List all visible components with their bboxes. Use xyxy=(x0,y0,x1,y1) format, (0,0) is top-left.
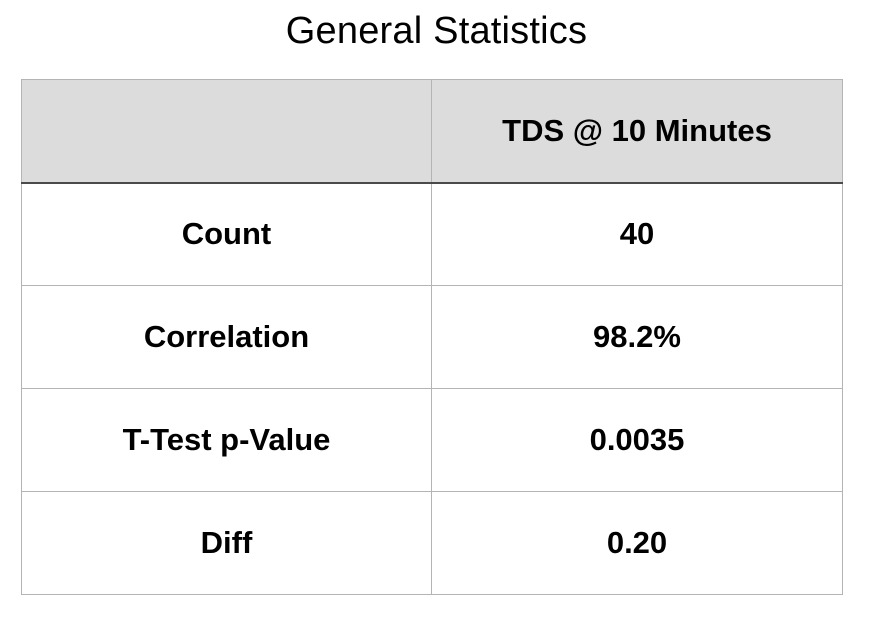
statistics-table: TDS @ 10 Minutes Count 40 Correlation 98… xyxy=(21,79,843,595)
table-row: Correlation 98.2% xyxy=(21,285,843,389)
table-row: Diff 0.20 xyxy=(21,491,843,595)
table-title: General Statistics xyxy=(285,10,588,52)
header-cell-corner xyxy=(21,79,432,184)
row-label: T-Test p-Value xyxy=(21,388,432,492)
row-label: Count xyxy=(21,182,432,286)
row-label: Diff xyxy=(21,491,432,595)
table-row: T-Test p-Value 0.0035 xyxy=(21,388,843,492)
row-value: 40 xyxy=(431,182,843,286)
table-row: Count 40 xyxy=(21,182,843,286)
row-value: 98.2% xyxy=(431,285,843,389)
row-label: Correlation xyxy=(21,285,432,389)
table-header-row: TDS @ 10 Minutes xyxy=(21,79,843,184)
row-value: 0.0035 xyxy=(431,388,843,492)
row-value: 0.20 xyxy=(431,491,843,595)
header-cell-tds-10-minutes: TDS @ 10 Minutes xyxy=(431,79,843,184)
